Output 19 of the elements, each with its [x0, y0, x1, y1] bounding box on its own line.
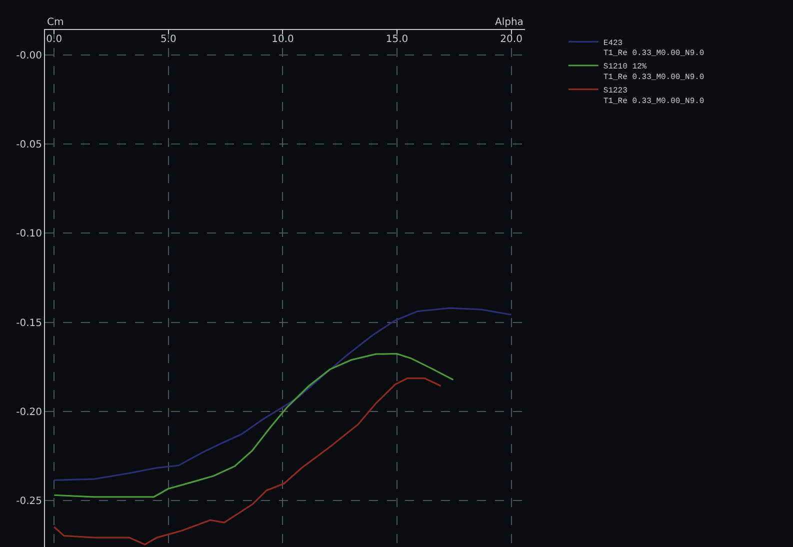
y-tick-label: -0.10 [16, 228, 42, 240]
line-series [53, 307, 512, 481]
y-tick-label: -0.20 [16, 407, 42, 418]
x-tick-label: 10.0 [272, 34, 294, 45]
legend-label: S1223 T1_Re 0.33_M0.00_N9.0 [603, 86, 704, 106]
x-axis-title: Alpha [495, 17, 524, 28]
x-tick-label: 0.0 [46, 34, 62, 45]
x-tick-label: 5.0 [160, 34, 176, 45]
y-tick-label: -0.05 [16, 140, 42, 151]
legend-label: S1210 12% T1_Re 0.33_M0.00_N9.0 [603, 62, 704, 82]
line-series [53, 378, 442, 546]
legend-label: E423 T1_Re 0.33_M0.00_N9.0 [603, 38, 704, 58]
y-tick-label: -0.00 [16, 50, 42, 62]
x-tick-label: 20.0 [500, 34, 522, 45]
y-tick-label: -0.25 [16, 496, 42, 508]
y-tick-label: -0.15 [16, 318, 42, 329]
x-tick-label: 15.0 [386, 34, 408, 45]
line-series [53, 352, 454, 498]
y-axis-title: Cm [47, 17, 64, 28]
